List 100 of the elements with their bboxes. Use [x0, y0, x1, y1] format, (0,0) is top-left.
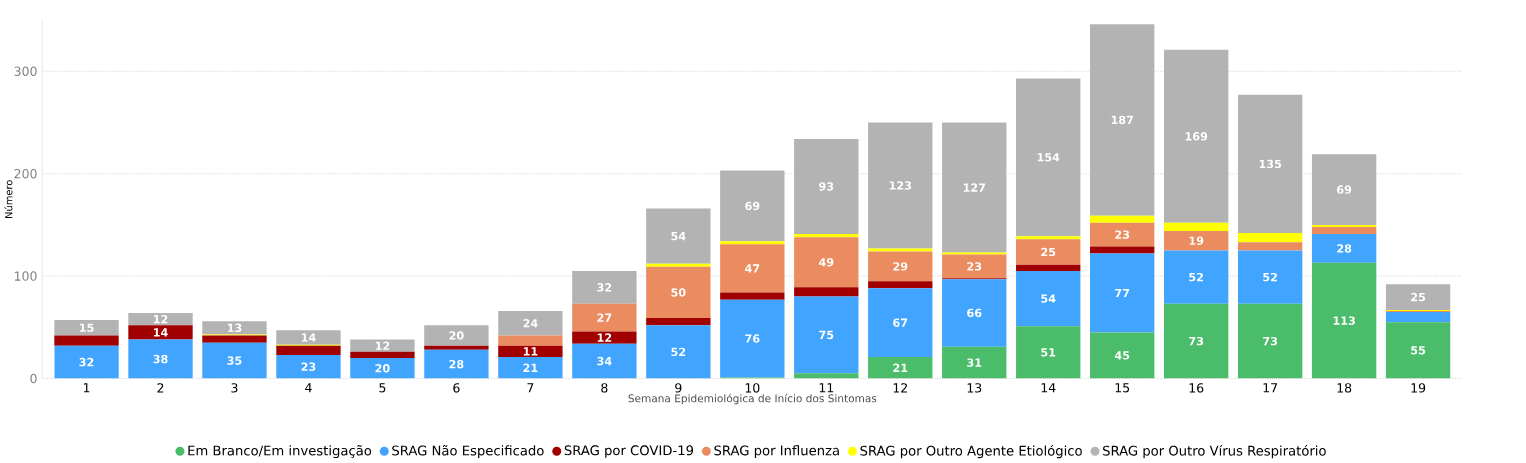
x-tick-label: 4 — [305, 382, 312, 393]
y-tick-label: 300 — [14, 66, 37, 76]
bar — [794, 138, 859, 234]
data-label: 154 — [1037, 152, 1060, 162]
bar — [1090, 215, 1155, 223]
bar — [424, 349, 489, 379]
data-label: 32 — [597, 282, 612, 292]
bar — [868, 122, 933, 249]
y-tick-label: 200 — [14, 168, 37, 179]
x-tick-label: 12 — [893, 382, 907, 393]
x-tick-label: 14 — [1041, 382, 1056, 393]
x-tick-label: 10 — [745, 382, 760, 393]
x-tick-label: 9 — [675, 382, 682, 393]
legend-label: SRAG por COVID-19 — [564, 445, 694, 458]
bar — [1237, 250, 1303, 304]
bar — [1090, 253, 1155, 333]
bar — [720, 170, 785, 242]
bar — [498, 335, 563, 346]
data-label: 13 — [227, 323, 242, 332]
bar — [276, 330, 341, 345]
data-label: 31 — [967, 358, 982, 367]
bar — [1016, 235, 1081, 239]
x-tick-label: 5 — [379, 382, 386, 393]
bar — [424, 345, 489, 350]
data-label: 55 — [1411, 345, 1426, 355]
data-label: 32 — [79, 357, 94, 367]
y-axis-title: Número — [4, 179, 13, 218]
data-label: 135 — [1259, 159, 1282, 168]
data-label: 52 — [1263, 272, 1277, 282]
bar — [1163, 222, 1229, 231]
bar — [1385, 311, 1451, 322]
data-label: 93 — [819, 182, 834, 191]
bar — [128, 339, 193, 379]
bar — [572, 343, 637, 379]
data-label: 76 — [745, 334, 760, 343]
data-label: 45 — [1114, 351, 1130, 360]
data-label: 187 — [1111, 115, 1133, 124]
x-tick-label: 15 — [1115, 382, 1130, 393]
data-label: 52 — [671, 347, 686, 356]
data-label: 12 — [375, 341, 390, 350]
data-label: 123 — [889, 181, 912, 190]
legend-label: SRAG por Influenza — [714, 444, 839, 458]
data-label: 69 — [745, 201, 760, 210]
data-label: 50 — [671, 288, 686, 297]
bar — [646, 317, 711, 326]
bar — [276, 345, 341, 355]
bar — [794, 373, 859, 379]
bar — [1090, 246, 1155, 254]
data-label: 25 — [1411, 292, 1426, 302]
bar — [1016, 264, 1081, 271]
data-label: 15 — [79, 323, 94, 332]
bar — [1016, 238, 1081, 265]
bar — [1311, 262, 1377, 379]
bar — [942, 346, 1007, 379]
data-label: 25 — [1041, 247, 1056, 257]
bar — [350, 357, 415, 379]
bar — [128, 312, 193, 326]
bar — [1237, 303, 1303, 379]
bar — [498, 310, 563, 336]
bar — [54, 319, 119, 336]
data-label: 113 — [1333, 316, 1355, 325]
legend-label: SRAG Não Especificado — [392, 444, 544, 458]
bar — [202, 342, 267, 379]
data-label: 21 — [893, 363, 908, 372]
data-label: 38 — [153, 354, 168, 364]
bar — [1311, 233, 1377, 263]
data-label: 14 — [301, 333, 316, 342]
x-tick-label: 2 — [157, 382, 164, 393]
data-label: 75 — [819, 330, 834, 339]
data-label: 20 — [375, 363, 390, 373]
x-tick-label: 3 — [231, 382, 238, 393]
data-label: 54 — [1041, 294, 1056, 303]
bar — [868, 280, 933, 289]
bar — [868, 288, 933, 357]
bar — [1311, 226, 1377, 234]
bar — [1016, 326, 1081, 379]
y-tick-label: 100 — [14, 271, 37, 281]
bar — [1311, 224, 1377, 227]
data-label: 69 — [1337, 185, 1352, 194]
bar — [794, 287, 859, 297]
bar — [1163, 230, 1229, 251]
data-label: 47 — [745, 264, 760, 273]
bar — [1237, 242, 1303, 251]
data-label: 23 — [1115, 230, 1130, 239]
bar — [202, 320, 267, 335]
bar — [1016, 78, 1081, 236]
y-tick-label: 0 — [30, 373, 37, 383]
data-label: 67 — [893, 318, 908, 327]
x-tick-label: 18 — [1337, 382, 1352, 393]
bar — [1237, 94, 1303, 233]
bar — [54, 345, 119, 379]
data-label: 73 — [1263, 336, 1278, 346]
bar — [54, 335, 119, 346]
bar — [1090, 332, 1155, 379]
bar — [128, 325, 193, 340]
bar — [720, 241, 785, 245]
bar — [572, 331, 637, 344]
bar — [646, 266, 711, 318]
data-label: 12 — [153, 314, 168, 324]
bar — [942, 278, 1007, 347]
